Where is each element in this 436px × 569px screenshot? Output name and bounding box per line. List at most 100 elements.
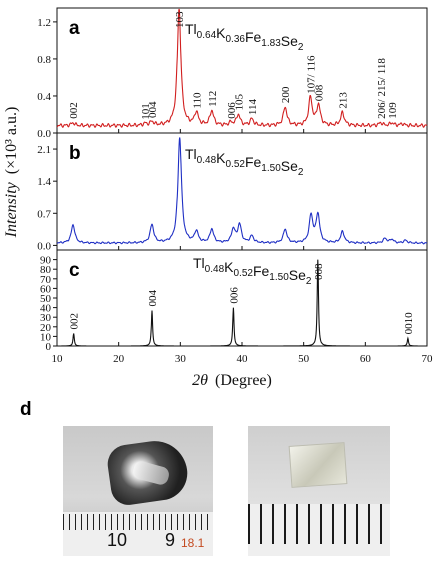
ruler-left-stamp: 18.1 [181,536,205,550]
x-tick-label: 70 [422,353,434,365]
peak-label-c: 008 [313,263,325,280]
formula-element: Fe [245,154,262,170]
formula-subscript: 2 [306,276,312,287]
peak-label-a: 206/ 215/ 118 [376,58,388,119]
panel-b-ytick-label: 2.1 [37,144,51,156]
x-tick-label: 30 [175,353,187,365]
peak-label-a: 200 [280,86,292,103]
panel-label-b: b [69,143,81,164]
formula-element: Fe [245,29,262,45]
x-axis-title: 2θ (Degree) [192,372,272,389]
x-tick-label: 10 [52,353,64,365]
x-tick-label: 50 [298,353,310,365]
crystal-photo-left: 10 9 18.1 [63,426,213,556]
peak-label-a: 112 [207,91,219,107]
peak-label-c: 004 [147,290,159,307]
formula-element: Tl [185,146,197,162]
panel-b-trace [56,137,428,245]
panel-b-ytick-label: 0.0 [37,240,51,252]
crystal-photo-right [248,426,390,556]
formula-element: Se [289,267,306,283]
panel-label-c: c [69,260,80,281]
peak-label-c: 0010 [403,312,415,335]
formula-element: Fe [253,263,270,279]
panel-c-ytick-label: 50 [40,293,52,305]
panel-a-ytick-label: 0.0 [37,128,51,140]
panel-b-ytick-label: 1.4 [37,176,51,188]
panel-label-d: d [20,399,32,420]
formula-subscript: 0.36 [225,34,245,45]
formula-subscript: 1.83 [261,38,281,49]
panel-b-ytick-label: 0.7 [37,208,51,220]
panel-label-a: a [69,18,80,39]
formula-subscript: 1.50 [261,163,281,174]
panel-a-ytick-label: 0.4 [37,91,51,103]
panel-c-formula: Tl0.48K0.52Fe1.50Se2 [193,255,312,287]
x-tick-label: 20 [113,353,125,365]
ruler-right-ticks [248,504,390,544]
peak-label-a: 004 [147,101,159,118]
panel-c-frame [56,249,428,347]
panel-a-ytick-label: 0.8 [37,54,51,66]
peak-label-a: 114 [247,99,259,116]
peak-label-c: 006 [228,287,240,304]
y-axis-title-unit: (×10³ a.u.) [3,107,20,175]
formula-subscript: 0.48 [197,155,217,166]
y-axis-title-main: Intensity [3,181,20,238]
ruler-left-ticks [63,514,213,530]
x-axis: 10 20 30 40 50 60 70 [52,353,434,365]
formula-element: K [224,259,234,275]
peak-label-a: 110 [191,92,203,109]
formula-subscript: 0.48 [205,264,225,275]
x-axis-unit: (Degree) [215,372,272,389]
peak-label-a: 008 [314,84,326,101]
ruler-left-number-10: 10 [107,530,128,550]
peak-label-a: 101 [140,103,152,120]
formula-subscript: 2 [298,167,304,178]
peak-label-a: 109 [387,102,399,119]
x-axis-symbol: 2θ [192,372,208,389]
y-axis-title: Intensity (×10³ a.u.) [3,107,20,239]
panel-a-formula: Tl0.64K0.36Fe1.83Se2 [185,21,304,53]
panel-c-ytick-label: 40 [40,303,52,315]
peak-label-c: 002 [69,313,81,330]
panel-c-ytick-label: 20 [40,322,52,334]
svg-text:Intensity (×10³ a.u.): Intensity (×10³ a.u.) [3,107,20,239]
formula-subscript: 0.52 [233,268,253,279]
formula-subscript: 0.52 [225,159,245,170]
peak-label-a: 002 [68,102,80,119]
panel-c-ytick-label: 10 [40,331,52,343]
panel-c-trace [57,259,427,347]
peak-label-a: 105 [233,94,245,111]
x-tick-label: 60 [360,353,372,365]
panel-a-ytick-label: 1.2 [37,17,51,29]
panel-c-ytick-label: 0 [46,341,52,353]
peak-label-a: 213 [338,92,350,109]
peak-label-a: 006 [226,102,238,119]
formula-element: K [216,150,226,166]
formula-element: Tl [185,21,197,37]
panel-c-ytick-label: 30 [40,312,52,324]
panel-a-frame [56,7,428,134]
panel-a-trace [56,8,428,128]
formula-element: K [216,25,226,41]
panel-b: 0.0 0.7 1.4 2.1 b Tl0.48K0.52Fe1.50Se2 [37,132,428,252]
formula-element: Tl [193,255,205,271]
formula-element: Se [281,158,298,174]
panel-c-ytick-label: 70 [40,274,52,286]
peak-label-a: 107/ 116 [306,55,318,94]
panel-b-formula: Tl0.48K0.52Fe1.50Se2 [185,146,304,178]
formula-subscript: 1.50 [269,272,289,283]
formula-subscript: 2 [298,42,304,53]
formula-subscript: 0.64 [197,30,217,41]
formula-element: Se [281,33,298,49]
crystal-flake [288,442,348,488]
panel-c-ytick-label: 80 [40,264,52,276]
panel-c-ytick-label: 60 [40,283,52,295]
peak-label-a: 103 [174,11,186,28]
ruler-left-number-9: 9 [165,530,176,550]
